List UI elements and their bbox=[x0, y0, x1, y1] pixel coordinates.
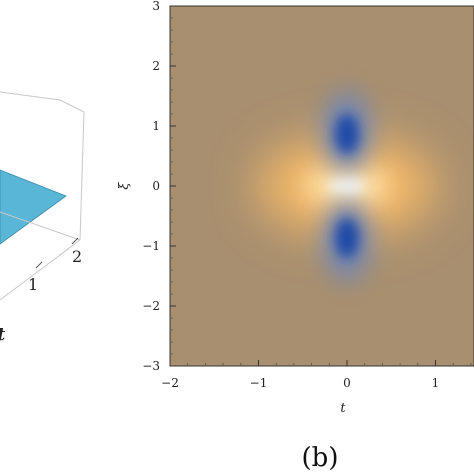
heatmap-field bbox=[170, 6, 474, 366]
y-tick-label: −1 bbox=[142, 239, 160, 253]
heatmap-trough-core bbox=[335, 114, 359, 154]
y-axis-label: ξ bbox=[117, 182, 132, 190]
y-tick-label: 3 bbox=[152, 0, 160, 13]
surface-plane bbox=[0, 169, 67, 245]
heatmap-features bbox=[170, 6, 474, 366]
surface-x-tick-label: 2 bbox=[72, 247, 82, 266]
y-tick-label: 0 bbox=[152, 179, 160, 193]
box-edge-vertical bbox=[79, 111, 85, 241]
y-tick-label: −2 bbox=[142, 299, 160, 313]
box-edge-depth bbox=[0, 211, 81, 241]
box-edge-back bbox=[0, 91, 85, 113]
x-tick-label: −1 bbox=[250, 376, 268, 390]
surface-x-axis-label: t bbox=[0, 324, 6, 345]
y-tick-label: 1 bbox=[152, 119, 160, 133]
box-edge-bottom bbox=[0, 239, 81, 301]
x-tick-label: 0 bbox=[343, 376, 351, 390]
heatmap-trough-core bbox=[335, 218, 359, 258]
axis-tick bbox=[35, 261, 43, 269]
x-tick-label: 1 bbox=[432, 376, 440, 390]
y-tick-label: −3 bbox=[142, 359, 160, 373]
x-axis-label: t bbox=[340, 401, 346, 416]
axis-tick bbox=[71, 237, 79, 245]
x-tick-label: −2 bbox=[161, 376, 179, 390]
y-tick-label: 2 bbox=[152, 59, 160, 73]
heatmap-peak-core bbox=[329, 176, 365, 196]
surface-plot-panel: 2 1 t bbox=[0, 91, 85, 345]
panel-label-b: (b) bbox=[302, 443, 339, 473]
surface-x-tick-label: 1 bbox=[28, 275, 38, 294]
